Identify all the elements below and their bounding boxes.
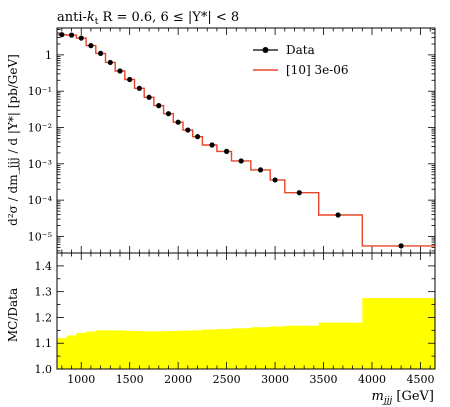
- x-tick-label: 3000: [261, 373, 289, 386]
- legend-data-marker: [262, 47, 269, 53]
- ratio-y-axis: 1.0 1.1 1.2 1.3 1.4: [35, 252, 435, 376]
- ratio-band-bin: [95, 330, 106, 369]
- ratio-x-axis: 1000 1500 2000 2500 3000 3500 4000 4500: [61, 253, 434, 386]
- data-point: [257, 167, 264, 173]
- main-title: anti-kt R = 0.6, 6 ≤ |Y*| < 8: [57, 10, 239, 27]
- main-panel: 10⁻⁵ 10⁻⁴ 10⁻³ 10⁻² 10⁻¹ 1 Data [10] 3e-06: [28, 27, 436, 254]
- ratio-band-bin: [216, 329, 232, 369]
- data-point: [59, 32, 65, 38]
- data-point: [209, 142, 215, 148]
- main-y-tick-label: 10⁻²: [28, 122, 52, 135]
- legend-mc-label: [10] 3e-06: [286, 63, 349, 77]
- x-tick-label: 2000: [164, 373, 192, 386]
- data-point: [98, 50, 104, 56]
- main-y-axis: 10⁻⁵ 10⁻⁴ 10⁻³ 10⁻² 10⁻¹ 1: [28, 29, 435, 252]
- x-tick-label: 1000: [67, 373, 95, 386]
- data-point: [127, 76, 133, 83]
- data-point: [78, 35, 84, 41]
- data-point: [224, 148, 230, 154]
- data-point: [185, 127, 191, 133]
- ratio-band-bin: [86, 331, 97, 369]
- data-point: [68, 32, 75, 38]
- ratio-band-bin: [134, 331, 145, 369]
- x-axis-label: mjjj [GeV]: [372, 389, 434, 406]
- ratio-band-bin: [284, 325, 320, 369]
- ratio-band-bin: [105, 330, 116, 369]
- data-point: [117, 68, 123, 74]
- ratio-band-bin: [173, 330, 184, 369]
- main-y-tick-label: 10⁻¹: [28, 85, 52, 98]
- ratio-y-tick-label: 1.1: [35, 337, 53, 350]
- mc-histogram: [57, 34, 435, 247]
- ratio-band-bin: [144, 331, 155, 369]
- data-point: [156, 103, 162, 109]
- ratio-band-bin: [66, 335, 77, 369]
- ratio-band-bin: [76, 332, 87, 369]
- ratio-band-bin: [183, 330, 194, 369]
- ratio-y-tick-label: 1.2: [35, 311, 53, 324]
- data-points: [59, 32, 404, 249]
- ratio-band-bin: [153, 331, 165, 369]
- data-point: [296, 190, 302, 196]
- data-point: [107, 59, 113, 66]
- data-point: [335, 212, 341, 218]
- main-x-axis-ticks: [61, 28, 431, 253]
- ratio-panel: 1.0 1.1 1.2 1.3 1.4 1000 1500 2000 2500 3000 3500…: [35, 252, 436, 386]
- mc-histogram-line: [57, 34, 435, 247]
- ratio-band-bin: [57, 338, 68, 369]
- ratio-band-bin: [115, 330, 126, 369]
- main-y-tick-label: 10⁻³: [28, 158, 52, 171]
- ratio-band-bin: [270, 326, 286, 369]
- x-tick-label: 4500: [406, 373, 434, 386]
- main-y-tick-label: 10⁻⁴: [28, 194, 53, 207]
- ratio-band-bin: [231, 328, 252, 369]
- ratio-band-bin: [202, 329, 218, 369]
- data-point: [272, 177, 278, 183]
- main-y-tick-label: 10⁻⁵: [28, 230, 52, 243]
- ratio-y-tick-label: 1.0: [35, 363, 53, 376]
- x-tick-label: 1500: [116, 373, 144, 386]
- data-point: [175, 119, 181, 125]
- x-tick-label: 4000: [358, 373, 386, 386]
- main-y-label: d²σ / dm_jjj / d |Y*| [pb/GeV]: [6, 54, 20, 226]
- data-point: [136, 85, 142, 91]
- ratio-band-bin: [192, 330, 203, 369]
- data-point: [88, 43, 94, 49]
- data-point: [165, 111, 172, 117]
- main-y-tick-label: 1: [45, 49, 52, 62]
- ratio-y-tick-label: 1.4: [35, 260, 53, 273]
- x-tick-label: 2500: [213, 373, 241, 386]
- ratio-band: [57, 298, 436, 369]
- legend: Data [10] 3e-06: [253, 43, 349, 77]
- data-point: [146, 94, 152, 100]
- ratio-band-bin: [163, 331, 174, 369]
- data-point: [238, 158, 244, 164]
- ratio-y-tick-label: 1.3: [35, 286, 53, 299]
- legend-data-label: Data: [286, 43, 315, 57]
- ratio-y-label: MC/Data: [6, 288, 20, 342]
- x-tick-label: 3500: [310, 373, 338, 386]
- ratio-band-bin: [362, 298, 436, 369]
- ratio-band-bin: [318, 322, 363, 369]
- data-point: [194, 134, 201, 140]
- ratio-band-bin: [124, 330, 135, 369]
- data-point: [398, 243, 404, 249]
- ratio-band-bin: [250, 327, 271, 369]
